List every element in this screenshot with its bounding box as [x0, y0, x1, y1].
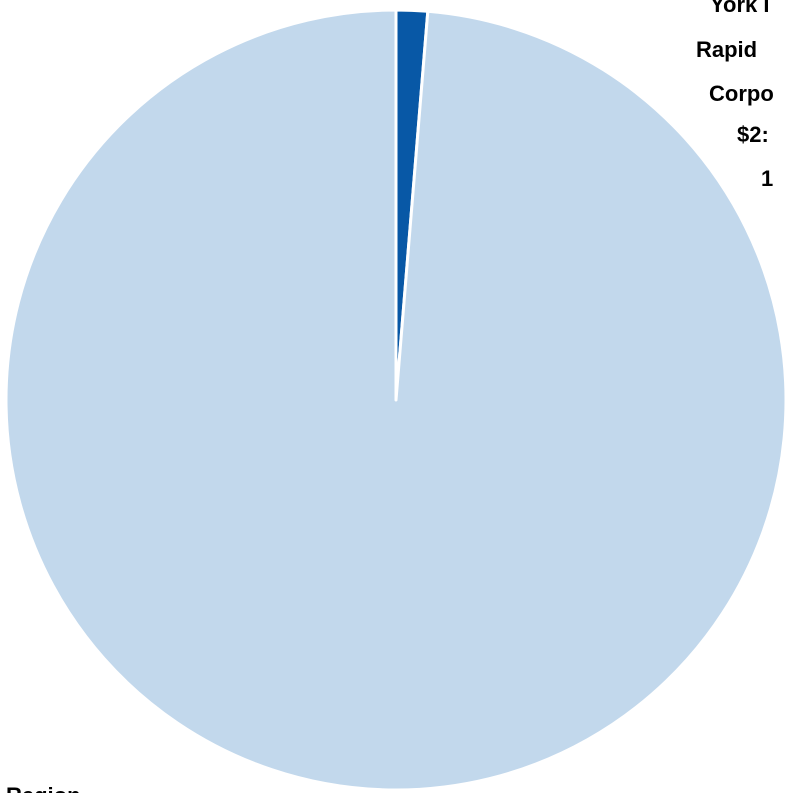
data-label-transit-line-3: Corpo [709, 81, 774, 106]
data-label-region-line-1: Region [6, 783, 81, 793]
pie-slices [4, 8, 788, 792]
slice-region [4, 8, 788, 792]
data-label-transit-line-2: Rapid [696, 37, 757, 62]
data-label-transit-line-1: York I [710, 0, 770, 17]
data-label-transit-line-4: $2: [737, 122, 769, 147]
data-label-transit-line-5: 1 [761, 166, 773, 191]
